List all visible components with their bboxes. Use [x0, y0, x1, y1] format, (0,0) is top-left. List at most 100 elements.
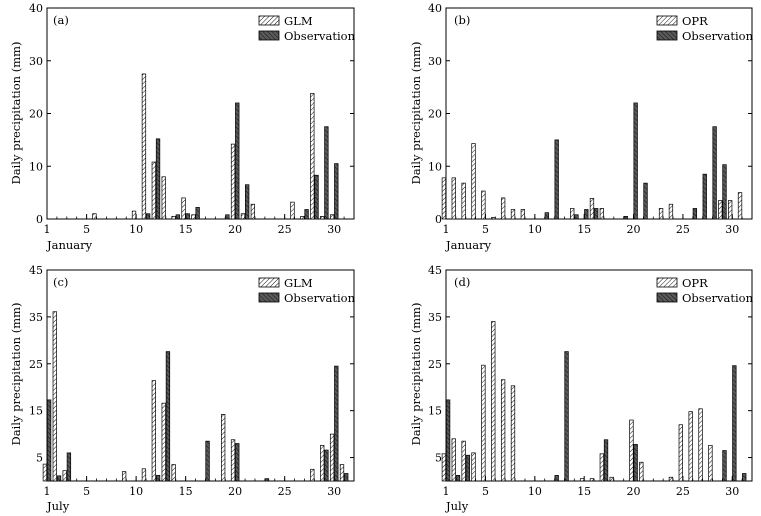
bar-glm: [171, 216, 176, 220]
bar-glm: [310, 93, 315, 220]
y-tick-label: 45: [428, 264, 442, 277]
chart-panel-c: Daily precipitation (mm) (c) July 515253…: [9, 264, 356, 513]
chart-panel-a: Daily precipitation (mm) (a) January 0 10…: [9, 2, 356, 252]
bar-opr: [451, 177, 456, 220]
bar-opr: [461, 440, 466, 482]
x-tick-label: 10: [528, 485, 542, 498]
panel-label: (a): [53, 13, 69, 27]
y-axis-label: Daily precipitation (mm): [409, 42, 423, 185]
panel-label: (c): [53, 275, 68, 289]
x-tick-label: 25: [278, 223, 292, 236]
legend-label: Observation: [284, 29, 356, 43]
x-tick-label: 30: [725, 485, 739, 498]
bar-glm: [250, 203, 256, 220]
y-tick-label: 15: [29, 405, 43, 418]
bar-observation: [722, 164, 727, 220]
bar-observation: [175, 214, 180, 220]
y-axis-label: Daily precipitation (mm): [9, 42, 23, 185]
bar-opr: [570, 208, 575, 220]
bar-glm: [290, 201, 295, 220]
bar-opr: [481, 364, 486, 482]
plot-frame: [445, 269, 753, 482]
bar-opr: [728, 200, 733, 220]
legend-label: Observation: [284, 291, 356, 305]
bar-observation: [722, 450, 727, 482]
legend-swatch: [656, 30, 678, 41]
y-tick-label: 0: [36, 213, 43, 226]
bar-observation: [185, 213, 190, 220]
y-axis-label: Daily precipitation (mm): [9, 303, 23, 446]
x-tick-label: 1: [443, 223, 450, 236]
bar-glm: [329, 433, 335, 482]
x-tick-label: 5: [83, 485, 90, 498]
chart-panel-b: Daily precipitation (mm) (b) January 0 10…: [409, 2, 754, 252]
y-tick-label: 20: [29, 108, 43, 121]
y-axis-label: Daily precipitation (mm): [409, 303, 423, 446]
y-tick-label: 5: [36, 452, 43, 465]
bar-observation: [544, 212, 549, 220]
legend-label: GLM: [284, 276, 313, 290]
bar-opr: [599, 453, 604, 482]
bar-glm: [320, 216, 325, 220]
y-tick-label: 40: [428, 2, 442, 15]
bar-observation: [235, 443, 240, 482]
bar-observation: [643, 182, 648, 220]
bar-opr: [500, 379, 506, 482]
bar-glm: [320, 445, 325, 482]
y-tick-label: 40: [29, 2, 43, 15]
x-tick-label: 15: [577, 223, 591, 236]
bar-observation: [235, 102, 240, 220]
legend-label: OPR: [682, 276, 708, 290]
x-tick-label: 15: [179, 223, 193, 236]
bar-opr: [471, 452, 476, 482]
x-tick-label: 10: [129, 223, 143, 236]
y-tick-label: 20: [428, 108, 442, 121]
bar-observation: [165, 351, 171, 482]
x-tick-label: 10: [129, 485, 143, 498]
bar-glm: [52, 311, 57, 482]
legend-swatch: [656, 15, 678, 26]
y-tick-label: 45: [29, 264, 43, 277]
bar-glm: [339, 464, 345, 482]
bar-glm: [310, 468, 315, 482]
bar-observation: [264, 478, 270, 482]
x-axis-month-label: July: [46, 499, 70, 513]
bar-opr: [698, 408, 703, 482]
bar-observation: [633, 102, 638, 220]
bar-opr: [491, 217, 496, 220]
x-tick-label: 30: [327, 485, 341, 498]
legend-swatch: [258, 277, 280, 288]
bar-opr: [668, 476, 674, 482]
bar-observation: [702, 173, 707, 220]
bar-observation: [445, 399, 451, 482]
legend-swatch: [258, 30, 280, 41]
x-tick-label: 20: [627, 223, 641, 236]
bar-opr: [500, 197, 506, 220]
x-tick-label: 1: [44, 485, 51, 498]
bar-observation: [46, 399, 52, 482]
bar-opr: [678, 424, 683, 482]
x-tick-label: 20: [228, 223, 242, 236]
legend-swatch: [258, 292, 280, 303]
bar-observation: [195, 207, 200, 220]
bar-observation: [66, 452, 72, 482]
x-tick-label: 30: [327, 223, 341, 236]
bar-glm: [240, 213, 246, 220]
bar-opr: [688, 411, 693, 482]
chart-panel-d: Daily precipitation (mm) (d) July 515253…: [409, 264, 754, 513]
x-tick-label: 15: [179, 485, 193, 498]
legend-swatch: [656, 292, 678, 303]
bar-observation: [304, 209, 309, 220]
bar-opr: [520, 209, 526, 220]
bar-glm: [171, 464, 176, 482]
bar-observation: [334, 163, 339, 220]
bar-observation: [155, 138, 161, 220]
bar-observation: [554, 139, 559, 220]
bar-observation: [465, 454, 470, 482]
bar-opr: [510, 385, 516, 482]
bar-glm: [221, 414, 226, 482]
bar-glm: [141, 73, 147, 220]
bar-opr: [589, 478, 595, 482]
bar-glm: [131, 210, 137, 220]
